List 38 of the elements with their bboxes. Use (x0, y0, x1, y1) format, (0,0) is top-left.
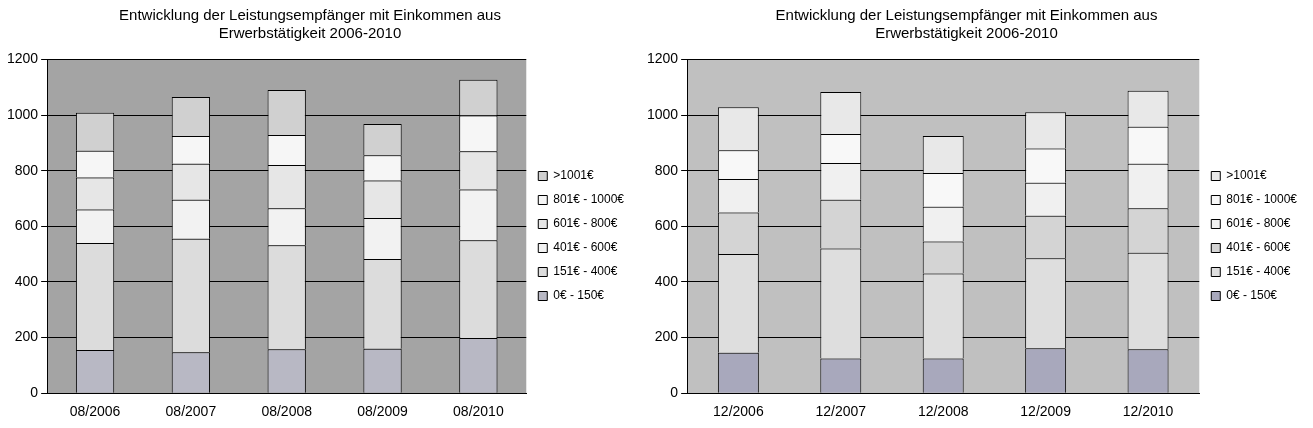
legend-label: 151€ - 400€ (1226, 264, 1291, 279)
y-tick-label: 1000 (6, 105, 39, 122)
y-tick-label: 1000 (646, 105, 679, 122)
y-tick-label: 200 (654, 328, 679, 345)
x-tick-label: 12/2010 (1122, 403, 1174, 420)
y-tick-label: 600 (14, 217, 39, 234)
legend-label: 601€ - 800€ (1226, 216, 1291, 231)
y-tick-label: 800 (14, 161, 39, 178)
legend-label: 801€ - 1000€ (1226, 192, 1298, 207)
legend-label: 801€ - 1000€ (553, 192, 625, 207)
x-tick-label: 08/2007 (165, 403, 217, 420)
chart-title: Entwicklung der Leistungsempfänger mit Einkommen aus Erwerbstätigkeit 2006-2010 (118, 6, 502, 42)
x-tick-label: 08/2008 (261, 403, 313, 420)
y-tick-label: 800 (654, 161, 679, 178)
y-tick-label: 200 (14, 328, 39, 345)
y-tick-label: 600 (654, 217, 679, 234)
x-tick-label: 12/2006 (713, 403, 764, 420)
legend-label: 0€ - 150€ (1226, 288, 1278, 303)
legend-label: 0€ - 150€ (553, 288, 605, 303)
chart-title: Entwicklung der Leistungsempfänger mit Einkommen aus Erwerbstätigkeit 2006-2010 (774, 6, 1159, 42)
x-tick-label: 12/2009 (1020, 403, 1072, 420)
legend-label: 601€ - 800€ (553, 216, 618, 231)
y-tick-label: 400 (14, 272, 39, 289)
x-tick-label: 08/2010 (453, 403, 504, 420)
y-tick-label: 1200 (646, 50, 679, 67)
legend-label: 401€ - 600€ (1226, 240, 1291, 255)
x-tick-label: 12/2007 (815, 403, 867, 420)
x-tick-label: 12/2008 (917, 403, 969, 420)
legend-label: 151€ - 400€ (553, 264, 618, 279)
y-tick-label: 1200 (6, 50, 39, 67)
legend-label: 401€ - 600€ (553, 240, 618, 255)
legend-label: >1001€ (1226, 168, 1267, 183)
x-tick-label: 08/2006 (69, 403, 121, 420)
y-tick-label: 0 (30, 384, 39, 401)
legend-label: >1001€ (553, 168, 594, 183)
y-tick-label: 0 (670, 384, 679, 401)
y-tick-label: 400 (654, 272, 679, 289)
x-tick-label: 08/2009 (357, 403, 409, 420)
